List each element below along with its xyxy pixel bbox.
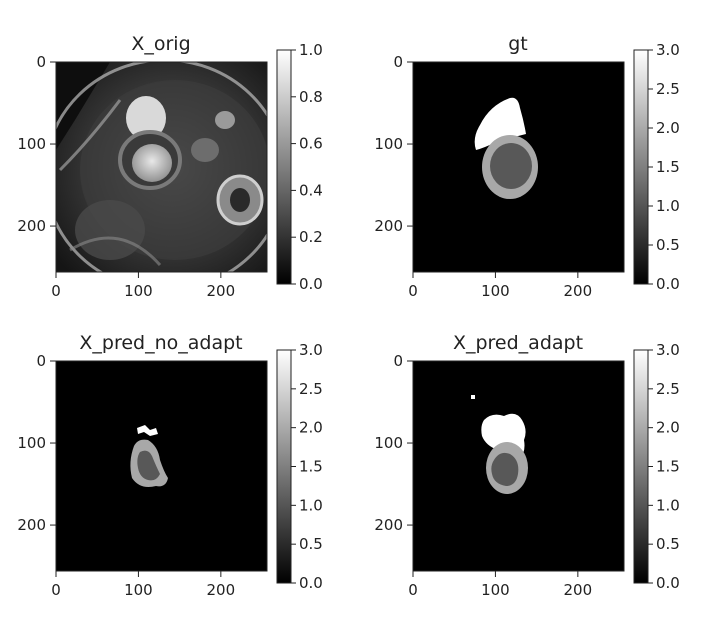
- colorbar-gradient: [276, 349, 292, 584]
- image-frame: [412, 360, 625, 572]
- colorbar-gradient: [276, 49, 292, 285]
- colorbar-tick-label: 2.0: [656, 119, 680, 137]
- y-tick-label: 0: [393, 53, 403, 71]
- panel-title: X_orig: [131, 33, 190, 55]
- colorbar: 0.0 0.5 1.0 1.5 2.0 2.5 3.0: [633, 41, 680, 293]
- mri-dark-region: [56, 62, 110, 150]
- colorbar-tick-label: 0.5: [656, 535, 680, 553]
- mri-lv-cavity: [132, 144, 172, 182]
- colorbar-gradient: [633, 49, 649, 285]
- panel-title: gt: [508, 33, 528, 55]
- x-tick-label: 200: [564, 282, 593, 300]
- y-tick-label: 100: [17, 135, 46, 153]
- x-tick-label: 200: [564, 581, 593, 599]
- x-tick-label: 100: [481, 581, 510, 599]
- y-tick-label: 0: [36, 352, 46, 370]
- panel-title: X_pred_no_adapt: [79, 332, 242, 354]
- colorbar-tick-label: 3.0: [299, 341, 323, 359]
- mri-structure-e: [75, 200, 145, 260]
- x-axis: 0 100 200: [408, 272, 592, 300]
- y-axis: 0 100 200: [17, 53, 56, 235]
- colorbar-tick-label: 1.0: [656, 496, 680, 514]
- image-area: [412, 61, 625, 273]
- mri-structure-d: [215, 111, 235, 129]
- x-axis: 0 100 200: [51, 272, 235, 300]
- segment-class-3: [137, 425, 158, 436]
- y-tick-label: 200: [374, 516, 403, 534]
- panel-x-pred-no-adapt: X_pred_no_adapt 0 100 200 0 100 200 0.0 0.5 1.…: [17, 332, 323, 599]
- colorbar-tick-label: 2.5: [656, 80, 680, 98]
- colorbar-tick-label: 0.0: [656, 574, 680, 592]
- colorbar-tick-label: 0.4: [299, 181, 323, 199]
- y-tick-label: 200: [17, 516, 46, 534]
- x-tick-label: 200: [207, 581, 236, 599]
- image-frame: [55, 61, 268, 273]
- panel-x-orig: X_orig: [17, 33, 323, 300]
- colorbar-tick-label: 0.5: [656, 236, 680, 254]
- colorbar-tick-label: 1.0: [299, 41, 323, 59]
- y-tick-label: 100: [374, 434, 403, 452]
- x-tick-label: 100: [124, 581, 153, 599]
- colorbar-tick-label: 1.5: [299, 458, 323, 476]
- colorbar-tick-label: 0.8: [299, 88, 323, 106]
- x-axis: 0 100 200: [51, 571, 235, 599]
- x-tick-label: 0: [51, 581, 61, 599]
- colorbar-tick-label: 0.6: [299, 135, 323, 153]
- y-tick-label: 0: [393, 352, 403, 370]
- y-axis: 0 100 200: [374, 53, 413, 235]
- mri-structure-c: [191, 138, 219, 162]
- mri-streak-2: [69, 236, 162, 266]
- y-axis: 0 100 200: [374, 352, 413, 534]
- colorbar-tick-label: 1.5: [656, 458, 680, 476]
- colorbar-tick-label: 2.5: [299, 380, 323, 398]
- segment-class-3-speck: [471, 395, 475, 399]
- image-frame: [55, 360, 268, 572]
- colorbar-tick-label: 0.0: [299, 574, 323, 592]
- colorbar-tick-label: 3.0: [656, 41, 680, 59]
- colorbar-tick-label: 2.5: [656, 380, 680, 398]
- image-area: [412, 360, 625, 572]
- x-tick-label: 100: [481, 282, 510, 300]
- segment-class-1: [137, 450, 160, 481]
- colorbar-tick-label: 2.0: [299, 419, 323, 437]
- y-tick-label: 200: [17, 217, 46, 235]
- colorbar: 0.0 0.5 1.0 1.5 2.0 2.5 3.0: [276, 341, 323, 592]
- mri-structure-b: [230, 188, 250, 212]
- panel-title: X_pred_adapt: [453, 332, 583, 354]
- segment-class-1: [490, 143, 532, 189]
- image-area: [55, 360, 268, 572]
- y-tick-label: 100: [374, 135, 403, 153]
- panel-x-pred-adapt: X_pred_adapt 0 100 200 0 100 200 0.0 0.5 1.0 1.…: [374, 332, 680, 599]
- y-axis: 0 100 200: [17, 352, 56, 534]
- segment-class-1: [491, 452, 519, 486]
- colorbar-tick-label: 2.0: [656, 419, 680, 437]
- x-tick-label: 0: [51, 282, 61, 300]
- y-tick-label: 100: [17, 434, 46, 452]
- y-tick-label: 200: [374, 217, 403, 235]
- colorbar: 0.0 0.2 0.4 0.6 0.8 1.0: [276, 41, 323, 293]
- colorbar-tick-label: 0.0: [656, 275, 680, 293]
- x-tick-label: 0: [408, 581, 418, 599]
- x-tick-label: 100: [124, 282, 153, 300]
- colorbar-tick-label: 0.5: [299, 535, 323, 553]
- mri-chamber-top: [126, 96, 166, 140]
- image-frame: [412, 61, 625, 273]
- colorbar-tick-label: 3.0: [656, 341, 680, 359]
- panel-gt: gt 0 100 200 0 100 200 0.0 0.5 1.0 1.5 2.0 2.5 3.0: [374, 33, 680, 300]
- colorbar-gradient: [633, 349, 649, 584]
- colorbar: 0.0 0.5 1.0 1.5 2.0 2.5 3.0: [633, 341, 680, 592]
- image-area: [55, 61, 268, 273]
- colorbar-tick-label: 1.0: [299, 496, 323, 514]
- colorbar-tick-label: 0.0: [299, 275, 323, 293]
- colorbar-tick-label: 1.5: [656, 158, 680, 176]
- colorbar-tick-label: 1.0: [656, 197, 680, 215]
- mri-image: [56, 62, 267, 272]
- colorbar-tick-label: 0.2: [299, 228, 323, 246]
- x-axis: 0 100 200: [408, 571, 592, 599]
- mri-streak: [58, 99, 122, 172]
- x-tick-label: 0: [408, 282, 418, 300]
- x-tick-label: 200: [207, 282, 236, 300]
- y-tick-label: 0: [36, 53, 46, 71]
